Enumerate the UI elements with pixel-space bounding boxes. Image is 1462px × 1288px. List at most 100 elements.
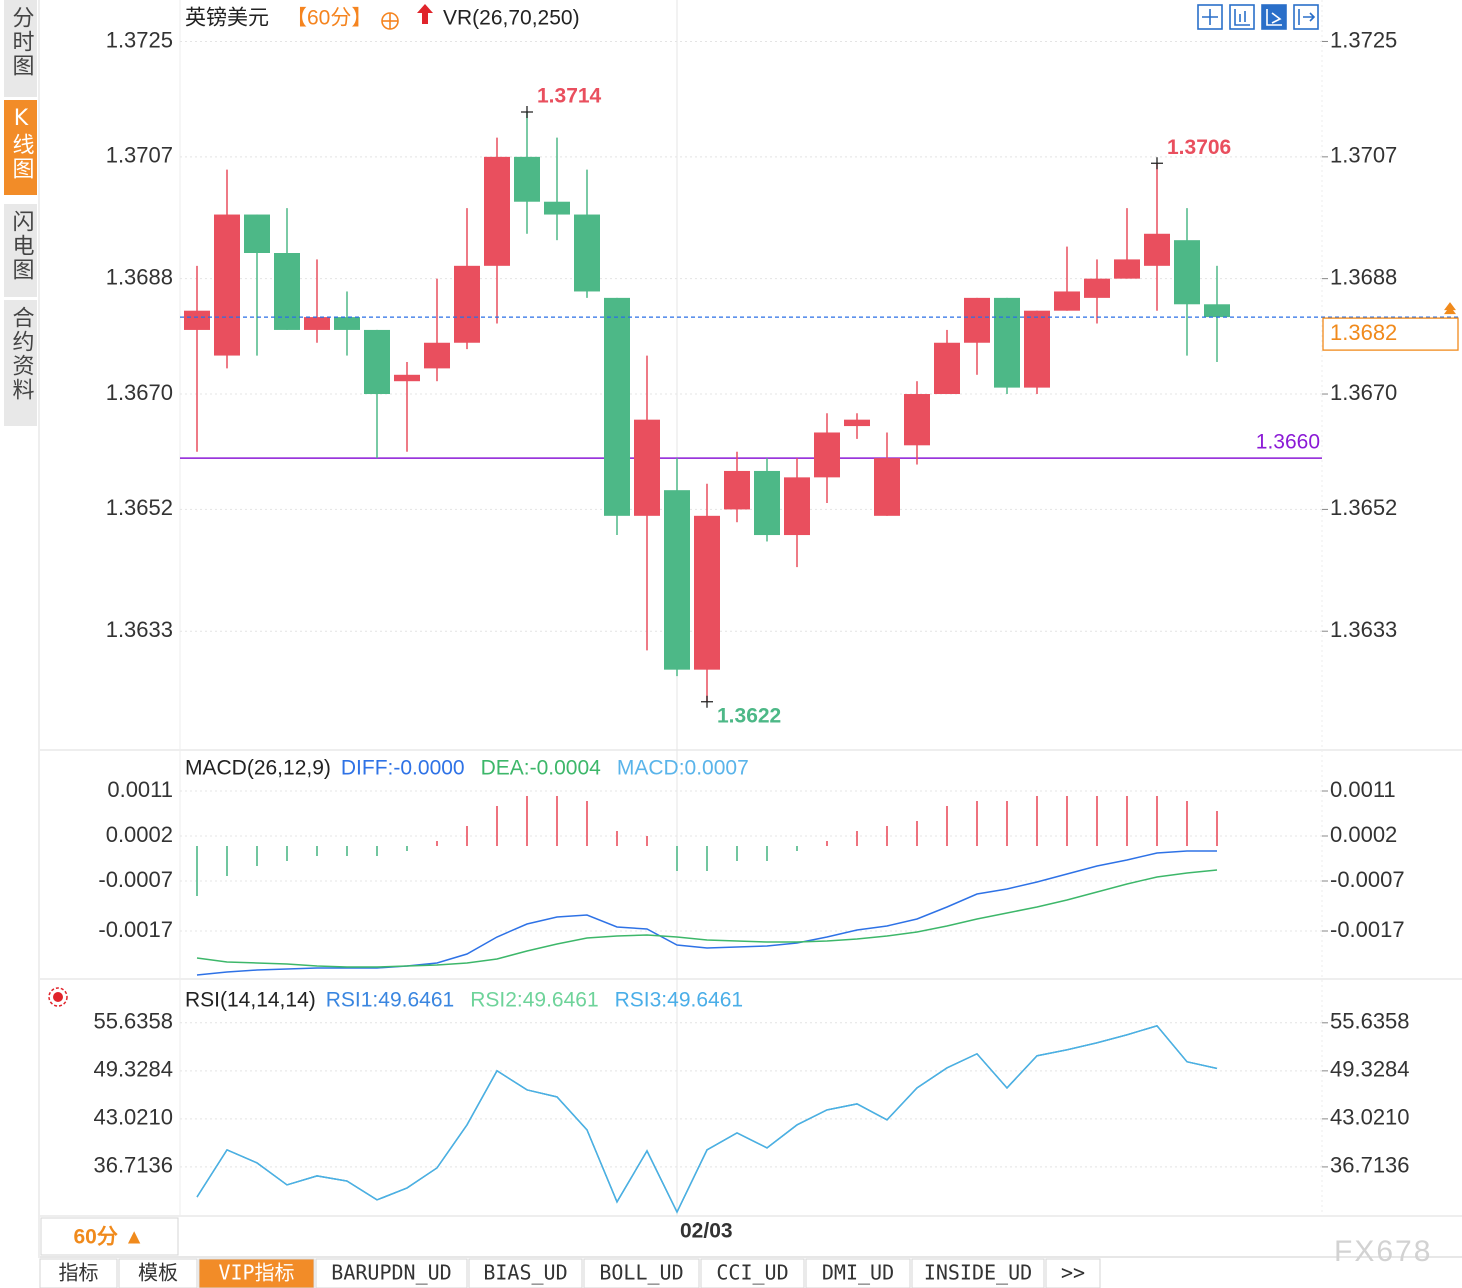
candle-body xyxy=(784,477,810,536)
toolbar-icons[interactable] xyxy=(1197,4,1319,30)
bottom-tab[interactable] xyxy=(911,1258,1045,1288)
candle-body xyxy=(364,329,390,395)
panel-title: MACD(26,12,9) xyxy=(185,757,331,780)
series-line xyxy=(196,869,1218,968)
y-tick-label: -0.0007 xyxy=(98,867,173,892)
indicator-arrow-icon[interactable] xyxy=(417,4,433,24)
bottom-tab-label[interactable]: BIAS_UD xyxy=(483,1261,567,1285)
y-tick-label: 1.3725 xyxy=(106,27,173,52)
candle-body xyxy=(394,374,420,382)
period-label[interactable]: 【60分】 xyxy=(286,7,372,30)
candle-body xyxy=(874,458,900,516)
add-indicator-icon[interactable] xyxy=(381,12,399,30)
watermark: FX678 xyxy=(1334,1235,1432,1268)
bottom-tab-label[interactable]: DMI_UD xyxy=(822,1261,894,1285)
legend-entry: RSI2:49.6461 xyxy=(470,989,598,1012)
bottom-tab-label[interactable]: 指标 xyxy=(59,1261,99,1285)
y-tick-label: 1.3633 xyxy=(106,617,173,642)
legend-entry: RSI3:49.6461 xyxy=(615,989,743,1012)
y-tick-label: 1.3688 xyxy=(1330,264,1397,289)
y-tick-label: 0.0002 xyxy=(1330,822,1397,847)
candle-body xyxy=(424,342,450,369)
y-tick-label: 1.3670 xyxy=(1330,380,1397,405)
bottom-tab[interactable] xyxy=(315,1258,468,1288)
legend-entry: RSI1:49.6461 xyxy=(326,989,454,1012)
candle-body xyxy=(454,265,480,343)
sidebar-tab[interactable]: 闪电图 xyxy=(4,204,37,297)
sidebar-tab[interactable]: K线图 xyxy=(4,100,37,195)
candle-body xyxy=(694,515,720,670)
bottom-tab[interactable] xyxy=(1045,1258,1101,1288)
sidebar: 分时图 K线图闪电图 合约资料 xyxy=(0,0,38,430)
y-tick-label: 49.3284 xyxy=(1330,1057,1410,1082)
series-line xyxy=(196,1024,1218,1214)
candle-body xyxy=(304,317,330,330)
extreme-label: 1.3706 xyxy=(1167,136,1231,159)
candle-body xyxy=(814,432,840,478)
candle-body xyxy=(604,297,630,516)
candle-body xyxy=(724,470,750,510)
legend-entry: DIFF:-0.0000 xyxy=(341,757,465,780)
candle-body xyxy=(514,156,540,202)
y-tick-label: 1.3725 xyxy=(1330,27,1397,52)
candle-body xyxy=(934,342,960,395)
symbol-title: 英镑美元 xyxy=(185,7,269,30)
legend-entry: DEA:-0.0004 xyxy=(481,757,602,780)
bottom-tab[interactable] xyxy=(198,1258,315,1288)
bottom-tab-label[interactable]: 模板 xyxy=(138,1261,178,1285)
y-tick-label: 0.0011 xyxy=(1330,777,1396,802)
candle-body xyxy=(664,490,690,670)
candle-body xyxy=(844,419,870,427)
extreme-marker xyxy=(521,105,533,118)
candle-body xyxy=(1114,259,1140,279)
y-tick-label: 43.0210 xyxy=(1330,1105,1410,1130)
bottom-tab-label[interactable]: >> xyxy=(1061,1261,1085,1285)
period-button[interactable] xyxy=(40,1217,179,1256)
y-tick-label: 1.3688 xyxy=(106,264,173,289)
period-button-label[interactable]: 60分 ▲ xyxy=(74,1226,145,1249)
extreme-label: 1.3622 xyxy=(717,704,781,727)
last-price-box xyxy=(1322,317,1459,351)
indicator-label[interactable]: VR(26,70,250) xyxy=(443,7,580,30)
settings-icon[interactable] xyxy=(48,987,68,1007)
bottom-tab[interactable] xyxy=(700,1258,805,1288)
y-tick-label: 49.3284 xyxy=(93,1057,173,1082)
candle-body xyxy=(1024,310,1050,388)
sidebar-tab[interactable]: 合约资料 xyxy=(4,300,37,426)
bottom-tab-label[interactable]: INSIDE_UD xyxy=(924,1261,1032,1285)
candle-body xyxy=(574,214,600,292)
bottom-tab[interactable] xyxy=(39,1258,118,1288)
candle-body xyxy=(1204,304,1230,318)
y-tick-label: 0.0011 xyxy=(107,777,173,802)
bottom-tab[interactable] xyxy=(468,1258,583,1288)
bottom-tab-label[interactable]: CCI_UD xyxy=(716,1261,788,1285)
bottom-tab[interactable] xyxy=(805,1258,911,1288)
candle-body xyxy=(184,310,210,330)
bottom-tab[interactable] xyxy=(583,1258,700,1288)
y-tick-label: 1.3652 xyxy=(1330,495,1397,520)
last-price-label: 1.3682 xyxy=(1330,320,1397,345)
bottom-tab-label[interactable]: BARUPDN_UD xyxy=(331,1261,451,1285)
y-tick-label: 1.3707 xyxy=(106,143,173,168)
bottom-tab-label[interactable]: VIP指标 xyxy=(218,1261,294,1285)
y-tick-label: -0.0017 xyxy=(1330,917,1405,942)
candle-body xyxy=(994,297,1020,388)
x-tick-label: 02/03 xyxy=(680,1220,733,1243)
candle-body xyxy=(484,156,510,266)
y-tick-label: -0.0007 xyxy=(1330,867,1405,892)
candle-body xyxy=(214,214,240,356)
candle-body xyxy=(754,470,780,536)
sidebar-tab[interactable]: 分时图 xyxy=(4,0,37,97)
y-tick-label: -0.0017 xyxy=(98,917,173,942)
candle-body xyxy=(1084,278,1110,298)
candle-body xyxy=(544,201,570,215)
y-tick-label: 1.3652 xyxy=(106,495,173,520)
last-price-arrow xyxy=(1444,302,1456,315)
candle-body xyxy=(244,214,270,253)
candle-body xyxy=(274,253,300,330)
y-tick-label: 43.0210 xyxy=(93,1105,173,1130)
bottom-tab[interactable] xyxy=(118,1258,198,1288)
bottom-tab-label[interactable]: BOLL_UD xyxy=(599,1261,683,1285)
y-tick-label: 1.3707 xyxy=(1330,143,1397,168)
